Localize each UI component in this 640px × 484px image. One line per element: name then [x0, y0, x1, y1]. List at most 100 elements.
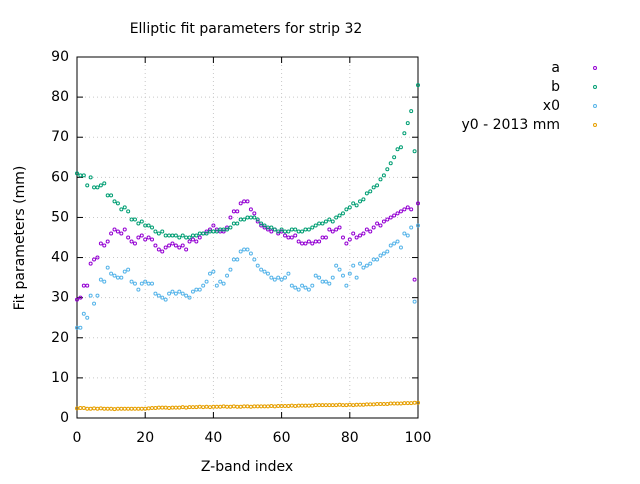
- point: [279, 227, 284, 232]
- point: [187, 235, 192, 240]
- point: [405, 233, 410, 238]
- point: [207, 405, 212, 410]
- point: [197, 404, 202, 409]
- point: [358, 402, 363, 407]
- point: [327, 217, 332, 222]
- point: [214, 283, 219, 288]
- point: [344, 207, 349, 212]
- point: [201, 405, 206, 410]
- point: [381, 401, 386, 406]
- point: [416, 201, 420, 206]
- point: [163, 297, 168, 302]
- point: [378, 401, 383, 406]
- point: [146, 406, 151, 411]
- point: [85, 406, 90, 411]
- point: [170, 405, 175, 410]
- point: [385, 401, 390, 406]
- point: [388, 401, 393, 406]
- point: [122, 227, 127, 232]
- point: [269, 403, 274, 408]
- point: [344, 241, 349, 246]
- point: [81, 283, 86, 288]
- point: [231, 221, 236, 226]
- point: [283, 275, 288, 280]
- point: [119, 275, 124, 280]
- legend-label: x0: [543, 98, 560, 114]
- point: [115, 406, 120, 411]
- point: [109, 271, 114, 276]
- point: [340, 235, 345, 240]
- point: [204, 279, 209, 284]
- point: [262, 404, 267, 409]
- point: [228, 225, 233, 230]
- point: [211, 229, 216, 234]
- point: [177, 245, 182, 250]
- point: [143, 279, 148, 284]
- point: [323, 279, 328, 284]
- point: [378, 253, 383, 258]
- point: [375, 257, 380, 262]
- point: [167, 243, 172, 248]
- point: [136, 287, 141, 292]
- point: [398, 209, 403, 214]
- point: [381, 219, 386, 224]
- point: [276, 403, 281, 408]
- point: [317, 275, 322, 280]
- point: [317, 239, 322, 244]
- point: [129, 239, 134, 244]
- point: [105, 239, 110, 244]
- point: [378, 177, 383, 182]
- point: [395, 239, 400, 244]
- point: [330, 275, 335, 280]
- point: [92, 406, 97, 411]
- point: [177, 405, 182, 410]
- point: [300, 283, 305, 288]
- point: [272, 227, 277, 232]
- point: [293, 233, 298, 238]
- point: [92, 185, 97, 190]
- point: [313, 273, 318, 278]
- point: [347, 271, 352, 276]
- point: [92, 301, 97, 306]
- point: [109, 231, 114, 236]
- legend-label: b: [551, 79, 560, 95]
- point: [225, 404, 230, 409]
- point: [300, 403, 305, 408]
- point: [303, 227, 308, 232]
- point: [272, 277, 277, 282]
- point: [409, 401, 414, 406]
- point: [170, 289, 175, 294]
- point: [259, 267, 264, 272]
- point: [371, 402, 376, 407]
- point: [276, 229, 281, 234]
- point: [98, 241, 103, 246]
- point: [122, 269, 127, 274]
- point: [221, 229, 226, 234]
- legend-marker: [593, 66, 597, 70]
- point: [361, 265, 366, 270]
- point: [248, 404, 253, 409]
- legend-label: y0 - 2013 mm: [462, 117, 561, 133]
- point: [167, 405, 172, 410]
- point: [139, 219, 144, 224]
- point: [150, 225, 155, 230]
- point: [409, 109, 414, 114]
- point: [115, 229, 120, 234]
- point: [235, 257, 240, 262]
- point: [194, 233, 199, 238]
- point: [81, 173, 86, 178]
- point: [88, 175, 93, 180]
- point: [306, 403, 311, 408]
- point: [323, 219, 328, 224]
- point: [402, 207, 407, 212]
- point: [347, 205, 352, 210]
- point: [132, 241, 137, 246]
- point: [156, 405, 161, 410]
- point: [388, 161, 393, 166]
- point: [351, 403, 356, 408]
- point: [265, 227, 270, 232]
- point: [296, 239, 301, 244]
- point: [194, 405, 199, 410]
- point: [392, 213, 397, 218]
- point: [136, 235, 141, 240]
